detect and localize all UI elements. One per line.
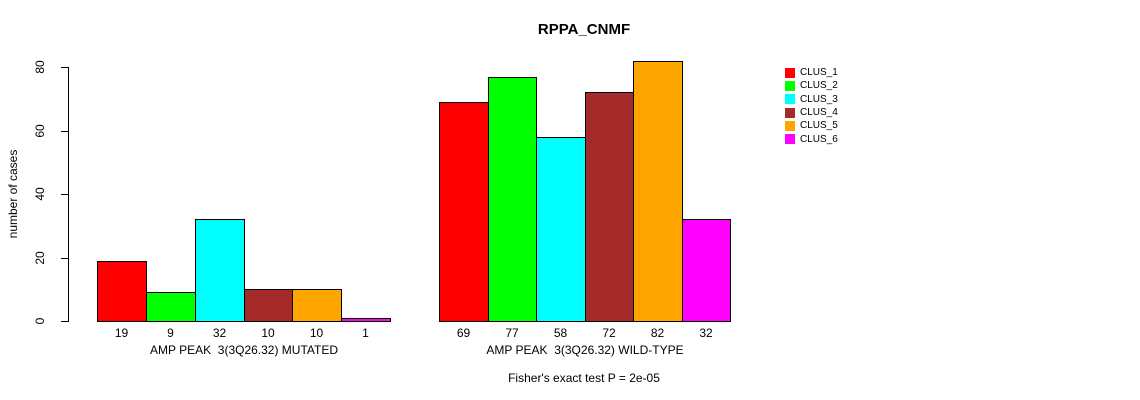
legend-item: CLUS_5 [785, 119, 838, 132]
legend-item: CLUS_1 [785, 66, 838, 79]
y-axis-tick [61, 67, 68, 68]
fisher-test-annotation: Fisher's exact test P = 2e-05 [508, 371, 660, 385]
legend-item: CLUS_6 [785, 133, 838, 146]
bar-value-label: 10 [261, 326, 275, 340]
bar-clus_6 [341, 318, 391, 322]
legend-swatch [785, 80, 795, 91]
x-group-label-wild-type: AMP PEAK 3(3Q26.32) WILD-TYPE [486, 343, 684, 357]
legend-item: CLUS_2 [785, 79, 838, 92]
legend: CLUS_1 CLUS_2 CLUS_3 CLUS_4 CLUS_5 CLUS_6 [785, 66, 838, 146]
bar-clus_4 [244, 289, 293, 322]
bar-value-label: 19 [114, 326, 129, 340]
bar-clus_5 [633, 61, 683, 322]
bar-value-label: 72 [602, 326, 616, 340]
legend-swatch [785, 94, 795, 105]
legend-swatch [785, 120, 795, 131]
bar-clus_1 [97, 261, 147, 322]
bar-value-label: 10 [309, 326, 324, 340]
legend-label: CLUS_5 [800, 120, 838, 132]
y-axis-tick-label: 40 [33, 187, 47, 201]
y-axis-tick [61, 257, 68, 259]
y-axis-line [68, 67, 69, 322]
legend-swatch [785, 107, 795, 118]
bar-value-label: 32 [212, 326, 227, 340]
bar-clus_1 [439, 102, 489, 322]
bar-clus_2 [488, 77, 537, 322]
bar-clus_3 [536, 137, 586, 322]
y-axis-tick-label: 80 [33, 60, 47, 74]
bar-clus_2 [146, 292, 196, 322]
bar-clus_6 [682, 219, 731, 322]
bar-value-label: 58 [553, 326, 568, 340]
y-axis-tick-label: 0 [33, 317, 47, 325]
legend-label: CLUS_4 [800, 107, 838, 119]
bar-value-label: 9 [167, 326, 174, 340]
bar-value-label: 32 [699, 326, 713, 340]
legend-label: CLUS_2 [800, 80, 838, 92]
y-axis-tick-label: 60 [33, 123, 47, 138]
legend-label: CLUS_1 [800, 67, 838, 79]
bar-value-label: 1 [362, 326, 369, 340]
bar-value-label: 77 [505, 326, 519, 340]
bar-value-label: 82 [650, 326, 665, 340]
legend-label: CLUS_6 [800, 133, 838, 145]
bar-value-label: 69 [456, 326, 471, 340]
y-axis-tick [61, 194, 68, 195]
y-axis-tick [61, 130, 68, 132]
bar-clus_3 [195, 219, 245, 322]
x-group-label-mutated: AMP PEAK 3(3Q26.32) MUTATED [149, 343, 339, 357]
bar-clus_4 [585, 92, 634, 322]
legend-item: CLUS_4 [785, 106, 838, 119]
chart-title: RPPA_CNMF [537, 21, 631, 38]
legend-item: CLUS_3 [785, 93, 838, 106]
bar-clus_5 [292, 289, 342, 322]
legend-swatch [785, 134, 795, 145]
y-axis-tick [61, 321, 68, 322]
y-axis-label: number of cases [6, 149, 20, 239]
y-axis-tick-label: 20 [33, 250, 47, 265]
legend-label: CLUS_3 [800, 93, 838, 105]
legend-swatch [785, 67, 795, 78]
